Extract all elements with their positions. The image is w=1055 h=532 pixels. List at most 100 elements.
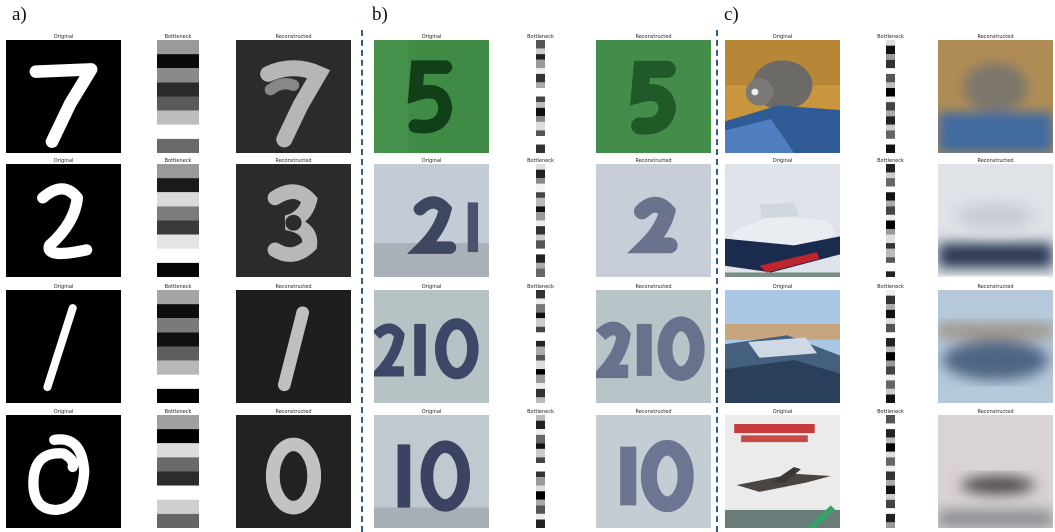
caption-bottleneck: Bottleneck (527, 158, 554, 164)
caption-reconstructed: Reconstructed (275, 158, 312, 164)
reconstructed-image (938, 415, 1053, 528)
cifar-bottleneck-cat: Bottleneck (877, 34, 904, 153)
caption-bottleneck: Bottleneck (877, 34, 904, 40)
panel-label-b: b) (372, 4, 388, 25)
reconstructed-image (236, 164, 351, 277)
mnist-original-7: Original (6, 34, 121, 153)
svhn-image (374, 164, 489, 277)
reconstructed-image (236, 290, 351, 403)
caption-reconstructed: Reconstructed (635, 158, 672, 164)
mnist-reconstructed-2: Reconstructed (236, 158, 351, 277)
mnist-original-1: Original (6, 284, 121, 403)
mnist-bottleneck-1: Bottleneck (157, 284, 199, 403)
caption-bottleneck: Bottleneck (164, 158, 192, 164)
cifar-original-cat: Original (725, 34, 840, 153)
reconstructed-image (938, 40, 1053, 153)
cifar-reconstructed-ship-2: Reconstructed (938, 284, 1053, 403)
caption-original: Original (421, 284, 442, 290)
panel-label-a: a) (12, 4, 27, 25)
mnist-image (6, 415, 121, 528)
reconstructed-image (938, 290, 1053, 403)
mnist-bottleneck-0: Bottleneck (157, 409, 199, 528)
cifar-bottleneck-ship-2: Bottleneck (877, 284, 904, 403)
bottleneck-image (157, 40, 199, 153)
bottleneck-image (157, 164, 199, 277)
caption-reconstructed: Reconstructed (977, 409, 1014, 415)
bottleneck-image (536, 40, 545, 153)
svhn-bottleneck-10: Bottleneck (527, 409, 554, 528)
caption-bottleneck: Bottleneck (164, 409, 192, 415)
cifar-reconstructed-cat: Reconstructed (938, 34, 1053, 153)
svhn-reconstructed-21: Reconstructed (596, 158, 711, 277)
caption-original: Original (53, 158, 74, 164)
mnist-original-2: Original (6, 158, 121, 277)
divider-left (361, 30, 363, 532)
bottleneck-image (536, 164, 545, 277)
mnist-original-0: Original (6, 409, 121, 528)
caption-bottleneck: Bottleneck (877, 158, 904, 164)
mnist-reconstructed-0: Reconstructed (236, 409, 351, 528)
caption-reconstructed: Reconstructed (977, 158, 1014, 164)
caption-reconstructed: Reconstructed (275, 284, 312, 290)
reconstructed-image (236, 40, 351, 153)
mnist-image (6, 40, 121, 153)
svhn-bottleneck-210: Bottleneck (527, 284, 554, 403)
caption-bottleneck: Bottleneck (164, 284, 192, 290)
caption-bottleneck: Bottleneck (164, 34, 192, 40)
svhn-original-5: Original (374, 34, 489, 153)
bottleneck-image (157, 415, 199, 528)
panel-label-c: c) (724, 4, 739, 25)
cifar-image (725, 415, 840, 528)
cifar-original-ship-1: Original (725, 158, 840, 277)
bottleneck-image (157, 290, 199, 403)
cifar-bottleneck-ship-1: Bottleneck (877, 158, 904, 277)
caption-original: Original (772, 34, 793, 40)
svhn-image (374, 40, 489, 153)
svhn-image (374, 290, 489, 403)
reconstructed-image (596, 415, 711, 528)
caption-original: Original (53, 409, 74, 415)
caption-bottleneck: Bottleneck (877, 284, 904, 290)
cifar-image (725, 40, 840, 153)
caption-original: Original (421, 158, 442, 164)
bottleneck-image (886, 290, 895, 403)
reconstructed-image (236, 415, 351, 528)
svhn-original-10: Original (374, 409, 489, 528)
caption-original: Original (53, 34, 74, 40)
caption-reconstructed: Reconstructed (977, 34, 1014, 40)
caption-original: Original (772, 409, 793, 415)
caption-original: Original (421, 34, 442, 40)
cifar-reconstructed-airplane: Reconstructed (938, 409, 1053, 528)
caption-bottleneck: Bottleneck (877, 409, 904, 415)
mnist-bottleneck-7: Bottleneck (157, 34, 199, 153)
mnist-image (6, 164, 121, 277)
svhn-original-210: Original (374, 284, 489, 403)
cifar-image (725, 290, 840, 403)
cifar-image (725, 164, 840, 277)
caption-original: Original (772, 284, 793, 290)
caption-bottleneck: Bottleneck (527, 409, 554, 415)
cifar-original-ship-2: Original (725, 284, 840, 403)
svhn-original-21: Original (374, 158, 489, 277)
bottleneck-image (536, 290, 545, 403)
divider-right (716, 30, 718, 532)
bottleneck-image (536, 415, 545, 528)
caption-reconstructed: Reconstructed (275, 409, 312, 415)
caption-original: Original (421, 409, 442, 415)
cifar-bottleneck-airplane: Bottleneck (877, 409, 904, 528)
cifar-reconstructed-ship-1: Reconstructed (938, 158, 1053, 277)
reconstructed-image (596, 290, 711, 403)
svhn-reconstructed-10: Reconstructed (596, 409, 711, 528)
caption-bottleneck: Bottleneck (527, 284, 554, 290)
caption-reconstructed: Reconstructed (635, 284, 672, 290)
svhn-reconstructed-5: Reconstructed (596, 34, 711, 153)
reconstructed-image (938, 164, 1053, 277)
mnist-reconstructed-1: Reconstructed (236, 284, 351, 403)
caption-reconstructed: Reconstructed (635, 34, 672, 40)
bottleneck-image (886, 40, 895, 153)
svhn-image (374, 415, 489, 528)
cifar-original-airplane: Original (725, 409, 840, 528)
svhn-bottleneck-21: Bottleneck (527, 158, 554, 277)
caption-original: Original (772, 158, 793, 164)
svhn-bottleneck-5: Bottleneck (527, 34, 554, 153)
